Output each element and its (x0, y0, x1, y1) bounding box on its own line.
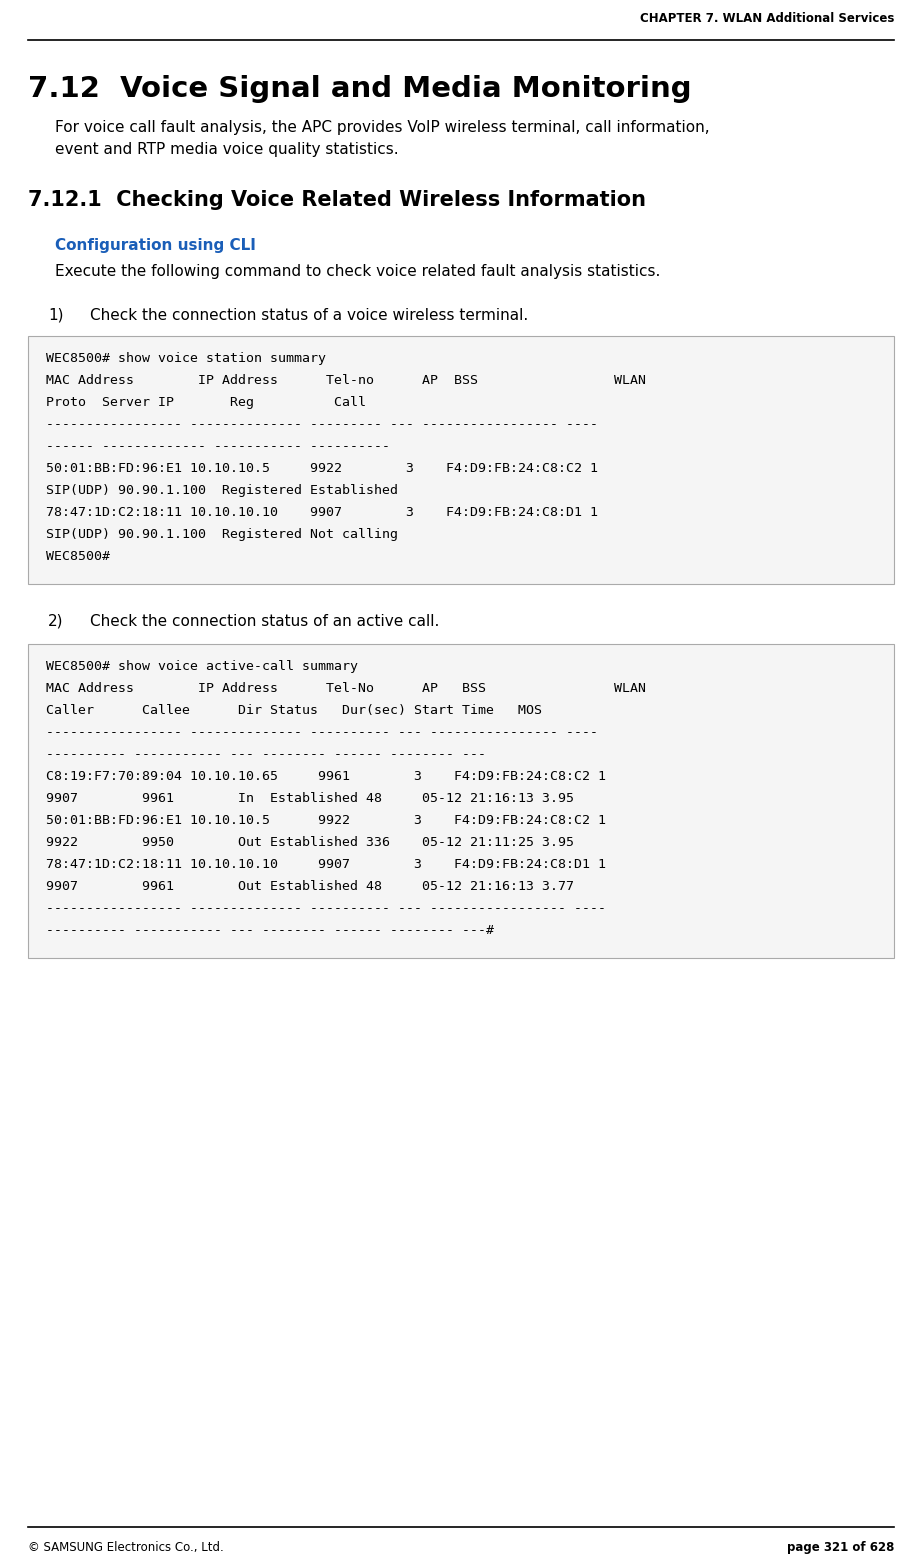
Text: 50:01:BB:FD:96:E1 10.10.10.5      9922        3    F4:D9:FB:24:C8:C2 1: 50:01:BB:FD:96:E1 10.10.10.5 9922 3 F4:D… (46, 814, 606, 826)
Text: Caller      Callee      Dir Status   Dur(sec) Start Time   MOS: Caller Callee Dir Status Dur(sec) Start … (46, 704, 542, 717)
Text: event and RTP media voice quality statistics.: event and RTP media voice quality statis… (55, 142, 398, 156)
Text: Proto  Server IP       Reg          Call: Proto Server IP Reg Call (46, 396, 366, 408)
Text: CHAPTER 7. WLAN Additional Services: CHAPTER 7. WLAN Additional Services (640, 11, 894, 25)
Text: ------ ------------- ----------- ----------: ------ ------------- ----------- -------… (46, 440, 390, 452)
Text: 9907        9961        In  Established 48     05-12 21:16:13 3.95: 9907 9961 In Established 48 05-12 21:16:… (46, 792, 574, 804)
Text: ----------------- -------------- ---------- --- ----------------- ----: ----------------- -------------- -------… (46, 901, 606, 916)
Text: 50:01:BB:FD:96:E1 10.10.10.5     9922        3    F4:D9:FB:24:C8:C2 1: 50:01:BB:FD:96:E1 10.10.10.5 9922 3 F4:D… (46, 462, 598, 476)
Text: 7.12.1  Checking Voice Related Wireless Information: 7.12.1 Checking Voice Related Wireless I… (28, 189, 646, 210)
Text: For voice call fault analysis, the APC provides VoIP wireless terminal, call inf: For voice call fault analysis, the APC p… (55, 121, 710, 135)
Text: MAC Address        IP Address      Tel-no      AP  BSS                 WLAN: MAC Address IP Address Tel-no AP BSS WLA… (46, 374, 646, 387)
Text: © SAMSUNG Electronics Co., Ltd.: © SAMSUNG Electronics Co., Ltd. (28, 1540, 224, 1554)
Text: Configuration using CLI: Configuration using CLI (55, 238, 256, 254)
Text: ---------- ----------- --- -------- ------ -------- ---: ---------- ----------- --- -------- ----… (46, 748, 486, 761)
FancyBboxPatch shape (28, 336, 894, 584)
Text: Execute the following command to check voice related fault analysis statistics.: Execute the following command to check v… (55, 264, 660, 279)
Text: SIP(UDP) 90.90.1.100  Registered Not calling: SIP(UDP) 90.90.1.100 Registered Not call… (46, 527, 398, 541)
Text: Check the connection status of an active call.: Check the connection status of an active… (90, 613, 440, 629)
Text: WEC8500#: WEC8500# (46, 549, 110, 563)
Text: SIP(UDP) 90.90.1.100  Registered Established: SIP(UDP) 90.90.1.100 Registered Establis… (46, 484, 398, 498)
Text: MAC Address        IP Address      Tel-No      AP   BSS                WLAN: MAC Address IP Address Tel-No AP BSS WLA… (46, 682, 646, 695)
Text: ---------- ----------- --- -------- ------ -------- ---#: ---------- ----------- --- -------- ----… (46, 923, 494, 937)
Text: page 321 of 628: page 321 of 628 (786, 1540, 894, 1554)
Text: ----------------- -------------- ---------- --- ---------------- ----: ----------------- -------------- -------… (46, 726, 598, 739)
FancyBboxPatch shape (28, 645, 894, 958)
Text: ----------------- -------------- --------- --- ----------------- ----: ----------------- -------------- -------… (46, 418, 598, 430)
Text: 1): 1) (48, 308, 64, 322)
Text: 2): 2) (48, 613, 64, 629)
Text: 9907        9961        Out Established 48     05-12 21:16:13 3.77: 9907 9961 Out Established 48 05-12 21:16… (46, 880, 574, 894)
Text: 9922        9950        Out Established 336    05-12 21:11:25 3.95: 9922 9950 Out Established 336 05-12 21:1… (46, 836, 574, 848)
Text: 78:47:1D:C2:18:11 10.10.10.10    9907        3    F4:D9:FB:24:C8:D1 1: 78:47:1D:C2:18:11 10.10.10.10 9907 3 F4:… (46, 505, 598, 520)
Text: WEC8500# show voice active-call summary: WEC8500# show voice active-call summary (46, 660, 358, 673)
Text: 7.12  Voice Signal and Media Monitoring: 7.12 Voice Signal and Media Monitoring (28, 75, 692, 103)
Text: Check the connection status of a voice wireless terminal.: Check the connection status of a voice w… (90, 308, 528, 322)
Text: C8:19:F7:70:89:04 10.10.10.65     9961        3    F4:D9:FB:24:C8:C2 1: C8:19:F7:70:89:04 10.10.10.65 9961 3 F4:… (46, 770, 606, 782)
Text: WEC8500# show voice station summary: WEC8500# show voice station summary (46, 352, 326, 365)
Text: 78:47:1D:C2:18:11 10.10.10.10     9907        3    F4:D9:FB:24:C8:D1 1: 78:47:1D:C2:18:11 10.10.10.10 9907 3 F4:… (46, 858, 606, 872)
